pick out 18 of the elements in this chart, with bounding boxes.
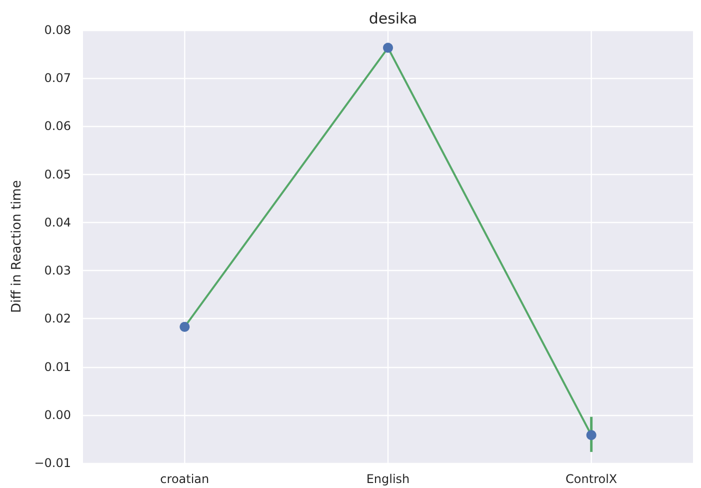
y-axis-title: Diff in Reaction time — [9, 180, 24, 313]
y-tick-label: 0.03 — [44, 264, 71, 278]
y-tick-label: 0.06 — [44, 119, 71, 134]
point — [180, 322, 190, 332]
y-tick-label: −0.01 — [34, 456, 71, 470]
x-tick-label: croatian — [160, 472, 210, 486]
chart-title: desika — [368, 10, 418, 28]
x-tick-label: ControlX — [566, 472, 618, 486]
y-tick-label: 0.08 — [44, 23, 71, 37]
point — [383, 42, 393, 53]
y-tick-label: 0.02 — [44, 312, 71, 326]
y-tick-label: 0.01 — [44, 360, 71, 374]
y-tick-label: 0.05 — [44, 167, 71, 182]
x-tick-label: English — [366, 472, 410, 486]
point — [586, 430, 596, 440]
y-tick-label: 0.04 — [44, 215, 71, 230]
y-tick-label: 0.07 — [44, 71, 71, 86]
y-tick-label: 0.00 — [44, 408, 71, 422]
